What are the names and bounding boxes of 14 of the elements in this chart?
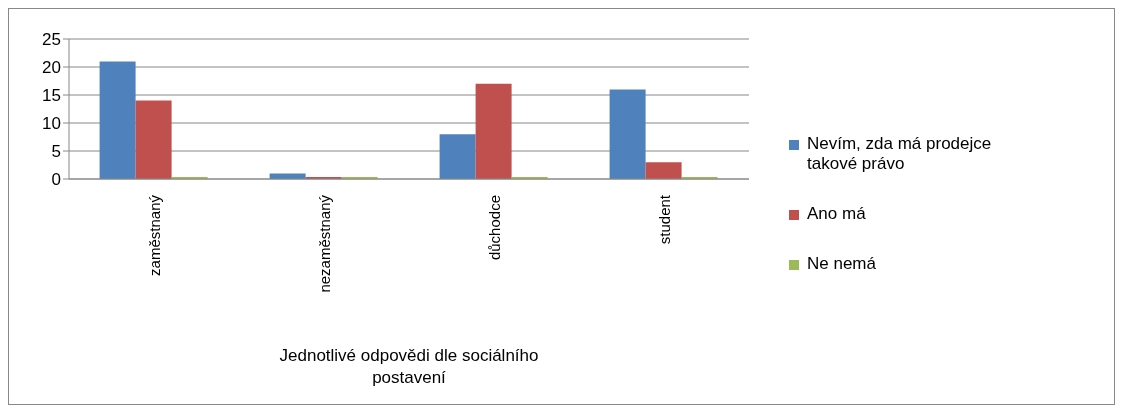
x-tick-label: zaměstnaný bbox=[145, 194, 163, 276]
legend-label: Nevím, zda má prodejce takové právo bbox=[807, 134, 992, 174]
y-tick-label: 15 bbox=[42, 86, 61, 106]
x-tick-label: student bbox=[655, 194, 673, 245]
y-tick-label: 10 bbox=[42, 114, 61, 134]
y-tick-label: 25 bbox=[42, 30, 61, 50]
x-tick-label: důchodce bbox=[485, 195, 503, 261]
y-tick-label: 0 bbox=[51, 170, 61, 190]
legend-label: Ano má bbox=[807, 204, 866, 224]
legend-label: Ne nemá bbox=[807, 254, 876, 274]
x-tick-label: nezaměstnaný bbox=[315, 194, 333, 293]
y-tick-label: 20 bbox=[42, 58, 61, 78]
y-tick-label: 5 bbox=[51, 142, 61, 162]
x-axis-title: Jednotlivé odpovědi dle sociálního postavení bbox=[279, 346, 539, 387]
